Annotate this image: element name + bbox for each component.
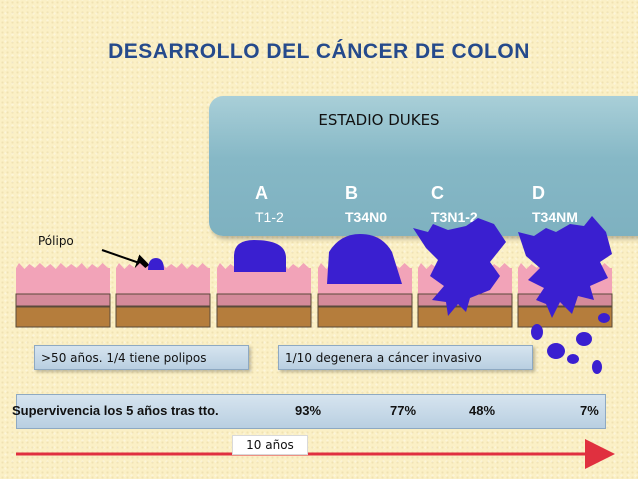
polyp-pointer-arrow xyxy=(101,249,152,270)
info-box-degeneration: 1/10 degenera a cáncer invasivo xyxy=(278,345,533,370)
muscle-layer xyxy=(15,293,111,307)
muscle-layer xyxy=(216,293,312,307)
stage-letter-a: A xyxy=(255,183,268,203)
metastasis-cell xyxy=(592,360,602,374)
info-box-age: >50 años. 1/4 tiene polipos xyxy=(34,345,249,370)
serosa-layer xyxy=(517,306,613,328)
survival-label: Supervivencia los 5 años tras tto. xyxy=(12,403,219,418)
stage-code-a: T1-2 xyxy=(255,209,284,225)
polyp-label: Pólipo xyxy=(38,234,74,248)
tumor-stage-d xyxy=(518,216,612,318)
mucosa-layer xyxy=(16,263,110,294)
tumor-stage-b xyxy=(327,234,402,284)
survival-bar xyxy=(16,394,606,429)
survival-value-b: 77% xyxy=(390,403,417,418)
tumor-stage-a xyxy=(234,240,286,272)
muscle-layer xyxy=(115,293,211,307)
muscle-layer xyxy=(317,293,413,307)
metastasis-cells xyxy=(531,313,610,374)
serosa-layer xyxy=(15,306,111,328)
serosa-layer xyxy=(115,306,211,328)
stage-letter-c: C xyxy=(431,183,444,203)
serosa-layer xyxy=(216,306,312,328)
metastasis-cell xyxy=(531,324,543,340)
metastasis-cell xyxy=(567,354,579,364)
polyp-tumor xyxy=(148,258,164,270)
dukes-stage-header: ESTADIO DUKES xyxy=(318,111,440,129)
serosa-layer xyxy=(317,306,413,328)
mucosa-layer xyxy=(116,263,210,294)
page-title: DESARROLLO DEL CÁNCER DE COLON xyxy=(108,40,530,63)
survival-value-a: 93% xyxy=(295,403,322,418)
dukes-stage-panel xyxy=(209,96,638,236)
stage-code-c: T3N1-2 xyxy=(431,209,478,225)
metastasis-cell xyxy=(598,313,610,323)
tumor-stage-c xyxy=(413,218,506,316)
stage-letter-b: B xyxy=(345,183,358,203)
metastasis-cell xyxy=(576,332,592,346)
tissue-blocks xyxy=(15,263,613,328)
stage-code-d: T34NM xyxy=(532,209,578,225)
stage-code-b: T34N0 xyxy=(345,209,388,225)
survival-value-d: 7% xyxy=(580,403,599,418)
survival-value-c: 48% xyxy=(469,403,496,418)
stage-letter-d: D xyxy=(532,183,545,203)
timeline-label: 10 años xyxy=(232,435,308,455)
metastasis-cell xyxy=(547,343,565,359)
tumor-shapes xyxy=(148,216,612,318)
